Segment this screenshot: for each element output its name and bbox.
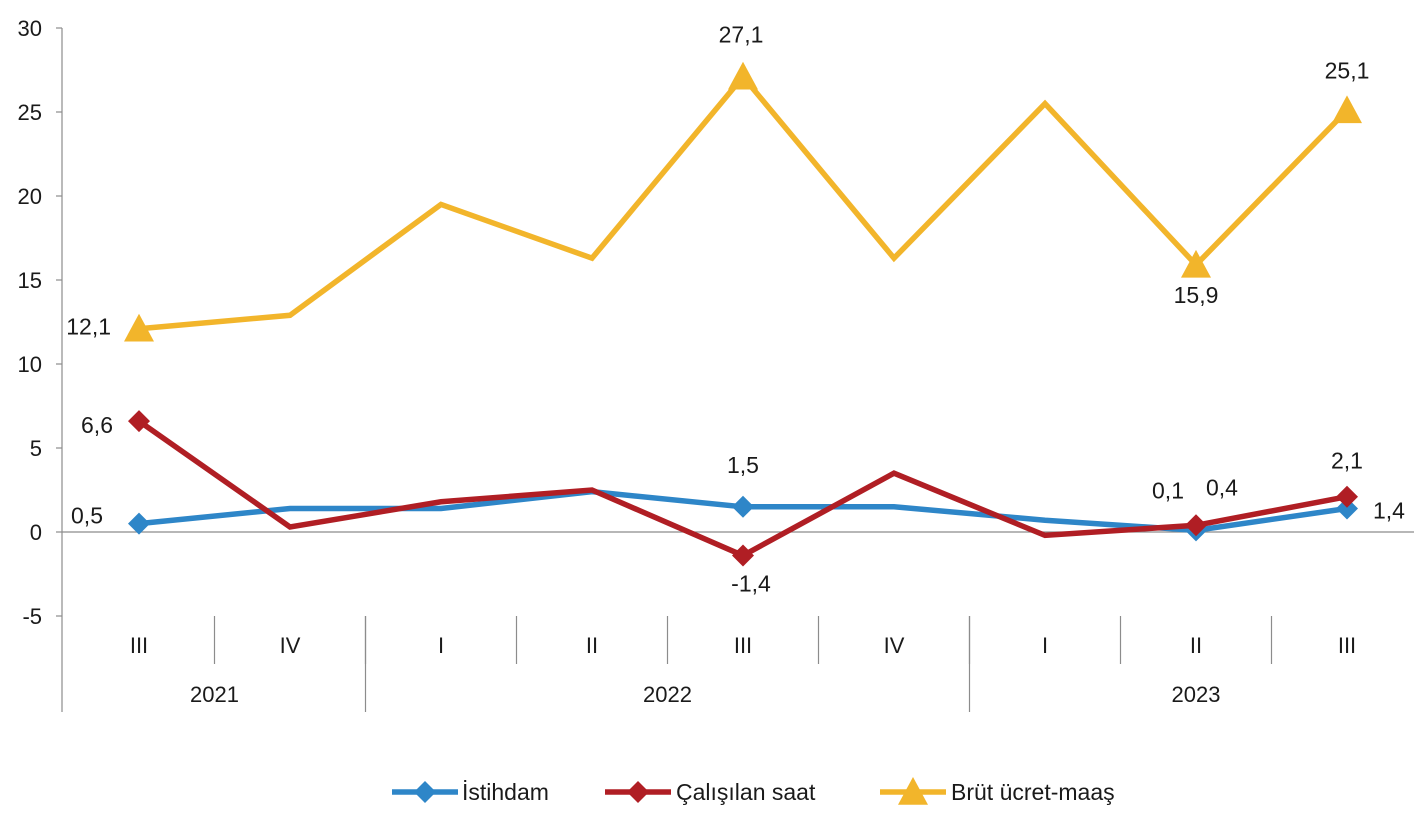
legend-marker [414, 781, 436, 803]
y-tick-label: 15 [18, 268, 42, 293]
series-line-2 [136, 72, 1350, 332]
data-point-marker [1185, 514, 1207, 537]
y-tick-label: 30 [18, 16, 42, 41]
data-label: 15,9 [1174, 282, 1219, 308]
data-point-marker [732, 495, 754, 518]
data-point-marker [1332, 95, 1362, 124]
year-label: 2021 [190, 682, 239, 707]
year-label: 2022 [643, 682, 692, 707]
y-tick-label: 10 [18, 352, 42, 377]
y-tick-label: -5 [22, 604, 42, 629]
data-label: 0,4 [1206, 474, 1238, 500]
x-tick-label: IV [280, 633, 301, 658]
x-tick-label: I [1042, 633, 1048, 658]
legend-marker [898, 777, 928, 805]
x-tick-label: III [130, 633, 148, 658]
data-point-marker [728, 61, 758, 90]
data-point-marker [124, 313, 154, 342]
data-label: 12,1 [66, 314, 111, 340]
y-tick-label: 5 [30, 436, 42, 461]
x-tick-label: II [586, 633, 598, 658]
x-tick-label: IV [884, 633, 905, 658]
year-label: 2023 [1172, 682, 1221, 707]
data-label: 1,5 [727, 452, 759, 478]
data-label: 1,4 [1373, 497, 1405, 523]
x-tick-label: I [438, 633, 444, 658]
x-tick-label: II [1190, 633, 1202, 658]
data-label: 6,6 [81, 412, 113, 438]
data-label: -1,4 [731, 571, 771, 597]
data-label: 2,1 [1331, 448, 1363, 474]
data-point-marker [1336, 485, 1358, 508]
data-label: 0,1 [1152, 477, 1184, 503]
legend-label: Brüt ücret-maaş [951, 779, 1115, 805]
data-label: 27,1 [719, 22, 764, 48]
x-tick-label: III [1338, 633, 1356, 658]
data-point-marker [128, 512, 150, 535]
y-tick-label: 20 [18, 184, 42, 209]
y-tick-label: 0 [30, 520, 42, 545]
data-label: 25,1 [1325, 57, 1370, 83]
data-point-marker [1336, 497, 1358, 520]
legend-label: İstihdam [462, 779, 549, 805]
data-point-marker [128, 410, 150, 433]
y-tick-label: 25 [18, 100, 42, 125]
data-point-marker [1181, 249, 1211, 278]
legend-label: Çalışılan saat [676, 779, 816, 805]
data-label: 0,5 [71, 503, 103, 529]
x-tick-label: III [734, 633, 752, 658]
legend-marker [627, 781, 649, 803]
data-point-marker [732, 544, 754, 567]
